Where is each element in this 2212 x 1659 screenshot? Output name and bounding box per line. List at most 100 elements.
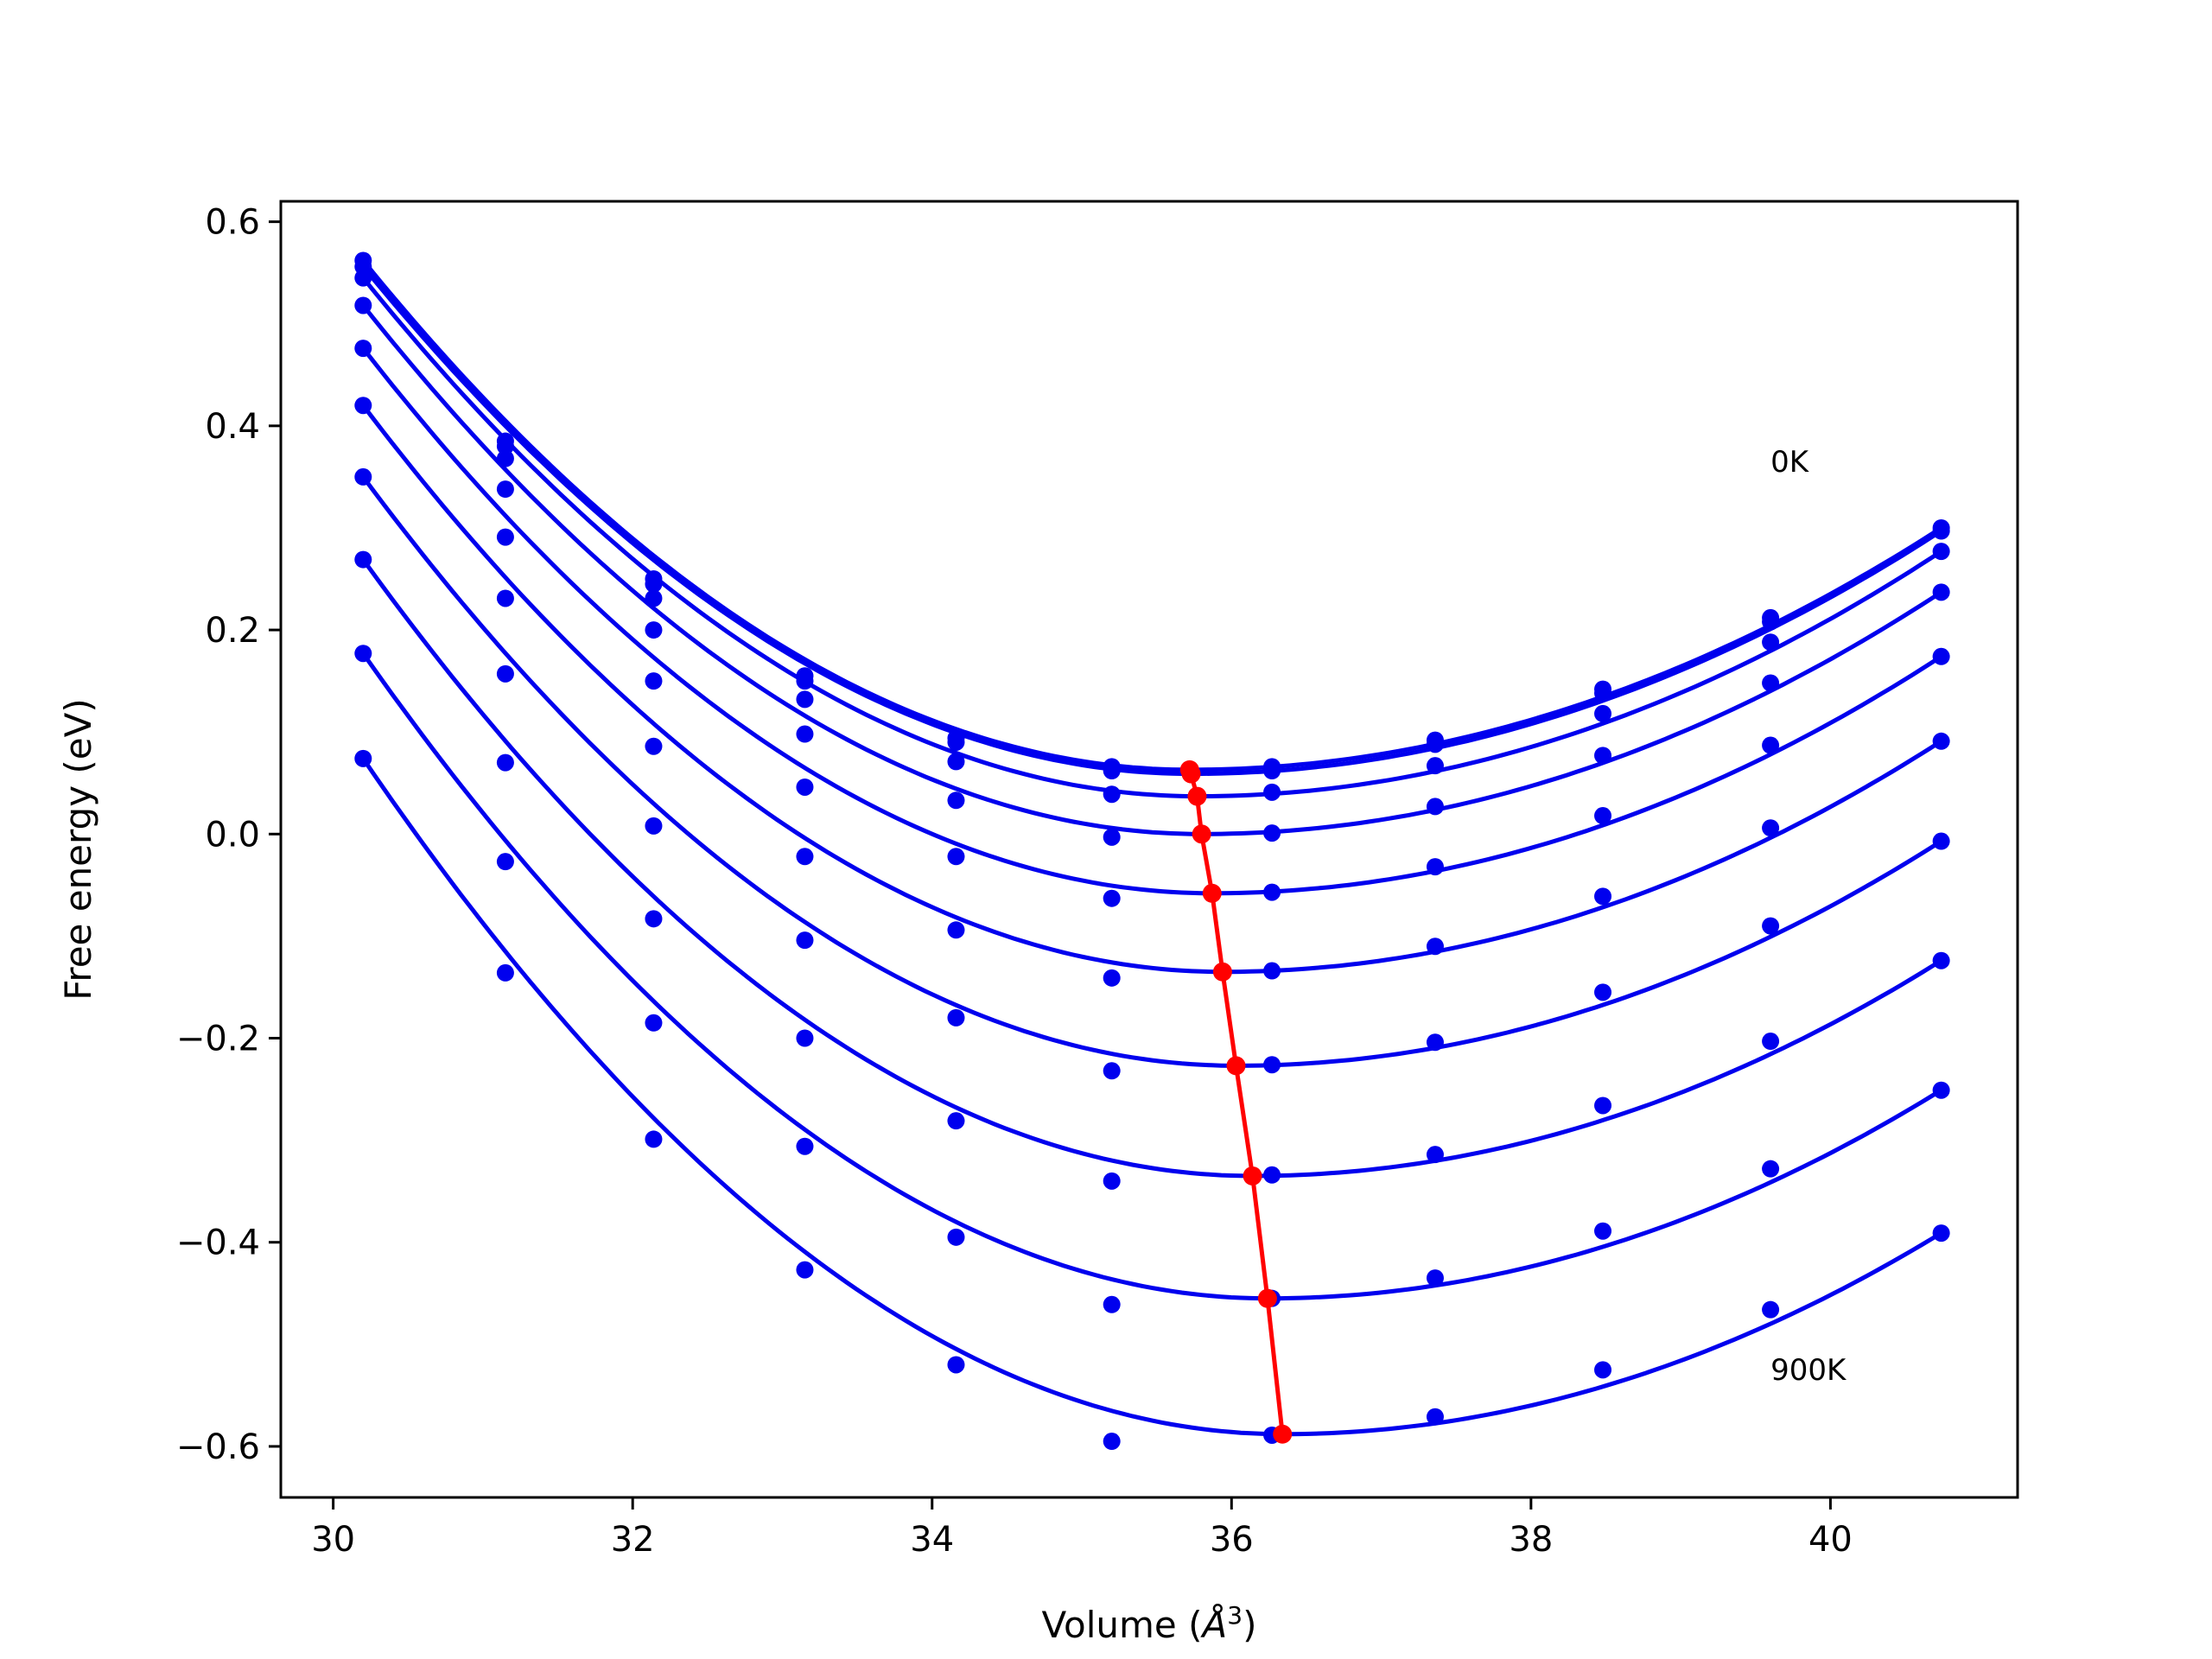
plot-area	[279, 200, 2019, 1499]
minimum-point	[1192, 824, 1211, 844]
data-point	[1426, 798, 1444, 816]
data-point	[1594, 807, 1612, 825]
data-point	[354, 645, 372, 663]
data-point	[1103, 762, 1121, 780]
data-point	[1594, 684, 1612, 702]
data-point	[1932, 647, 1950, 665]
data-point	[1263, 962, 1281, 980]
data-point	[1263, 1166, 1281, 1184]
data-point	[796, 1029, 814, 1047]
data-point	[1263, 762, 1281, 780]
data-point	[645, 575, 663, 593]
data-point	[1762, 1160, 1780, 1178]
data-point	[796, 1261, 814, 1279]
data-point	[1263, 824, 1281, 842]
data-point	[645, 672, 663, 690]
x-axis: 30 32 34 36 38 40	[311, 1497, 1853, 1560]
data-point	[645, 621, 663, 639]
data-point	[1426, 757, 1444, 775]
data-point	[1426, 735, 1444, 753]
data-point	[354, 340, 372, 358]
fit-curve	[361, 303, 1942, 836]
fit-curves	[361, 258, 1942, 1437]
fit-curve	[361, 475, 1942, 1068]
data-point	[496, 589, 514, 607]
data-point	[354, 550, 372, 569]
y-tick-label: −0.2	[176, 1020, 260, 1059]
data-point	[1762, 613, 1780, 631]
x-tick-label: 34	[910, 1520, 954, 1560]
fit-curve	[361, 404, 1942, 975]
data-point	[1103, 889, 1121, 907]
fit-curve	[361, 757, 1942, 1437]
data-point	[796, 1137, 814, 1155]
fit-curve	[361, 265, 1942, 777]
minimum-point	[1273, 1424, 1293, 1444]
data-point	[645, 737, 663, 755]
data-point	[496, 753, 514, 772]
data-point	[1263, 783, 1281, 801]
fit-curve	[361, 558, 1942, 1179]
x-tick-label: 40	[1808, 1520, 1853, 1560]
data-point	[1263, 1056, 1281, 1074]
x-tick-label: 38	[1509, 1520, 1553, 1560]
y-axis: 0.6 0.4 0.2 0.0 −0.2 −0.4 −0.6	[176, 203, 281, 1467]
data-point	[1103, 1062, 1121, 1080]
y-tick-label: −0.4	[176, 1224, 260, 1263]
data-point	[645, 1130, 663, 1148]
data-point	[1762, 674, 1780, 692]
data-point	[1932, 1224, 1950, 1243]
data-point	[1932, 583, 1950, 601]
data-point	[1594, 704, 1612, 722]
data-point	[1762, 819, 1780, 837]
data-point	[947, 921, 965, 939]
data-point	[796, 672, 814, 690]
minimum-point	[1243, 1166, 1262, 1185]
minimum-point	[1226, 1056, 1246, 1076]
x-tick-label: 30	[311, 1520, 355, 1560]
data-point	[1932, 951, 1950, 969]
data-point	[1762, 736, 1780, 754]
data-point	[947, 1008, 965, 1027]
data-point	[1594, 983, 1612, 1001]
data-point	[947, 1356, 965, 1374]
temperature-label: 900K	[1770, 1353, 1847, 1388]
data-point	[496, 437, 514, 455]
data-point	[1932, 522, 1950, 540]
data-point	[947, 848, 965, 866]
data-point	[947, 753, 965, 771]
fit-curve	[361, 276, 1942, 799]
data-point	[796, 690, 814, 709]
data-point	[1594, 1222, 1612, 1240]
data-point	[1426, 1146, 1444, 1164]
minima-path	[1187, 769, 1285, 1435]
plot-frame	[279, 200, 2019, 1499]
fit-curve	[361, 652, 1942, 1301]
minima-line	[1179, 760, 1293, 1444]
x-tick-label: 36	[1210, 1520, 1254, 1560]
data-point	[354, 397, 372, 415]
data-point	[1426, 1408, 1444, 1426]
y-axis-label: Free energy (eV)	[57, 698, 99, 1001]
data-point	[1263, 883, 1281, 901]
data-point	[1932, 543, 1950, 561]
data-point	[645, 1014, 663, 1032]
data-point	[1426, 938, 1444, 956]
temperature-label: 0K	[1770, 445, 1810, 480]
data-point	[1103, 785, 1121, 804]
data-point	[1426, 858, 1444, 876]
data-point	[1594, 1361, 1612, 1379]
data-points	[354, 251, 1950, 1451]
data-point	[947, 791, 965, 810]
minimum-point	[1187, 786, 1207, 806]
data-point	[1103, 1295, 1121, 1313]
data-point	[796, 931, 814, 950]
data-point	[1762, 1300, 1780, 1319]
data-point	[496, 853, 514, 871]
data-point	[1426, 1269, 1444, 1287]
minimum-point	[1212, 962, 1232, 982]
data-point	[1762, 917, 1780, 935]
data-point	[1594, 887, 1612, 906]
data-point	[354, 749, 372, 767]
